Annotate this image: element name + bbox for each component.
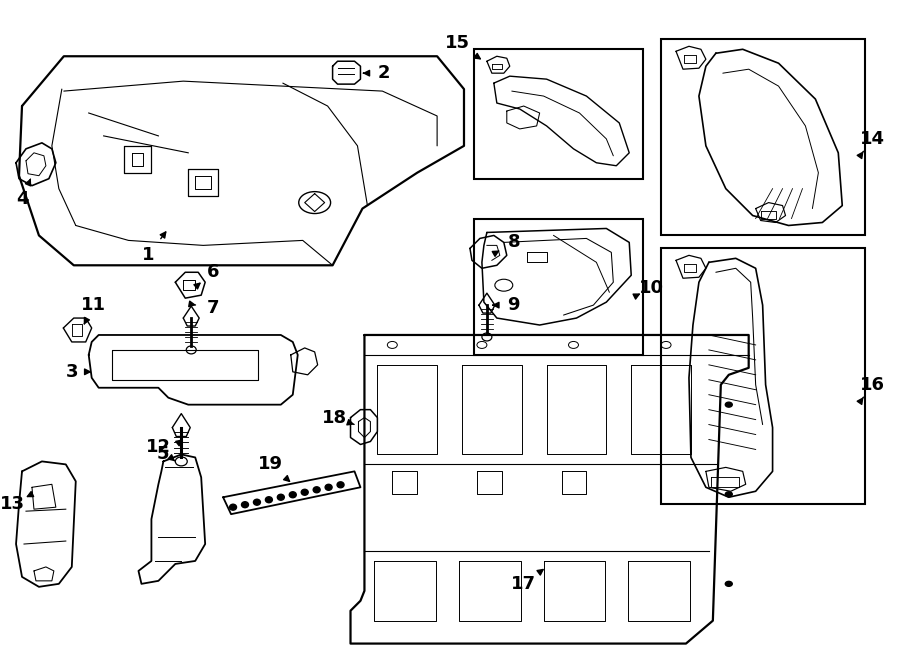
Bar (662, 39, 865, 235)
Text: 1: 1 (142, 247, 155, 264)
Ellipse shape (725, 402, 733, 407)
Ellipse shape (254, 499, 260, 505)
Text: 3: 3 (66, 363, 78, 381)
Ellipse shape (289, 492, 296, 498)
Bar (474, 50, 644, 178)
Ellipse shape (302, 489, 308, 495)
Bar (662, 249, 865, 504)
Text: 17: 17 (511, 575, 536, 593)
Text: 18: 18 (322, 408, 347, 426)
Ellipse shape (313, 486, 320, 492)
Bar (474, 219, 644, 355)
Ellipse shape (725, 492, 733, 496)
Text: 6: 6 (207, 263, 220, 282)
Ellipse shape (241, 502, 248, 508)
Text: 8: 8 (508, 233, 520, 251)
Text: 2: 2 (378, 64, 391, 82)
Text: 14: 14 (860, 130, 885, 148)
Text: 15: 15 (445, 34, 470, 52)
Ellipse shape (725, 582, 733, 586)
Text: 11: 11 (81, 296, 106, 314)
Ellipse shape (325, 485, 332, 490)
Ellipse shape (277, 494, 284, 500)
Text: 19: 19 (258, 455, 284, 473)
Text: 4: 4 (16, 190, 28, 208)
Ellipse shape (230, 504, 237, 510)
Text: 16: 16 (860, 375, 885, 394)
Text: 7: 7 (207, 299, 220, 317)
Text: 5: 5 (158, 446, 169, 463)
Text: 10: 10 (639, 279, 663, 297)
Ellipse shape (338, 482, 344, 488)
Text: 13: 13 (0, 495, 24, 513)
Text: 12: 12 (146, 438, 171, 457)
Text: 9: 9 (508, 296, 520, 314)
Ellipse shape (266, 496, 273, 503)
